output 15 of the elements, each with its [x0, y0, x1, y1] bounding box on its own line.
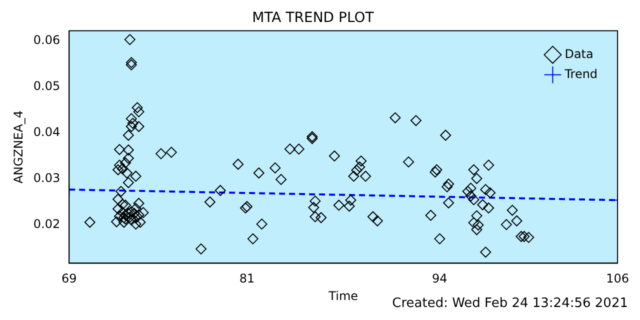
- x-axis-title: Time: [328, 288, 358, 303]
- text: Created: Wed Feb 24 13:24:56 2021: [392, 296, 628, 311]
- y-tick-label: 0.06: [33, 33, 60, 48]
- y-tick-label: 0.03: [33, 171, 60, 186]
- y-tick-label: 0.04: [33, 125, 60, 140]
- legend-label: Data: [564, 46, 594, 61]
- y-tick-label: 0.05: [33, 79, 60, 94]
- chart-title: MTA TREND PLOT: [252, 10, 374, 26]
- y-axis-title: ANGZNEA_4: [11, 110, 26, 184]
- x-tick-label: 81: [239, 272, 255, 286]
- y-tick-label: 0.02: [33, 217, 60, 232]
- x-tick-label: 94: [432, 272, 448, 286]
- legend-label: Trend: [564, 66, 598, 81]
- x-tick-label: 106: [606, 272, 629, 286]
- x-tick-label: 69: [61, 272, 77, 286]
